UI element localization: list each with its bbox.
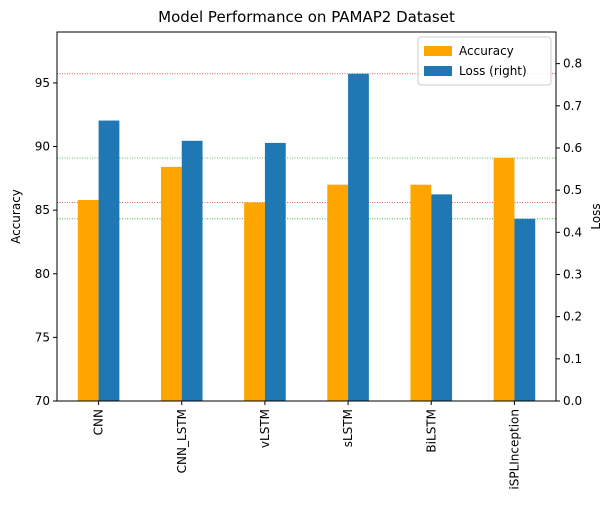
legend-swatch-accuracy — [424, 46, 452, 56]
x-tick-label-cnn: CNN — [92, 409, 106, 435]
legend-label-accuracy: Accuracy — [459, 44, 514, 58]
loss-bar-cnn-lstm — [181, 140, 203, 401]
legend-label-loss: Loss (right) — [459, 64, 527, 78]
right-y-axis-label: Loss — [589, 203, 603, 229]
right-y-axis: 0.0 0.1 0.2 0.3 0.4 0.5 0.6 0.7 0.8 — [556, 57, 582, 408]
left-y-axis: 70 75 80 85 90 95 — [35, 76, 57, 408]
legend-swatch-loss — [424, 66, 452, 76]
x-tick-label-slstm: sLSTM — [341, 409, 355, 447]
loss-bar-vlstm — [264, 142, 286, 401]
right-tick-label-0.2: 0.2 — [563, 310, 582, 324]
x-axis: CNN CNN_LSTM vLSTM sLSTM BiLSTM iSPLInception — [92, 401, 521, 490]
right-tick-label-0.8: 0.8 — [563, 57, 582, 71]
right-tick-label-0.0: 0.0 — [563, 394, 582, 408]
accuracy-bar-bilstm — [410, 184, 432, 401]
right-tick-label-0.4: 0.4 — [563, 225, 582, 239]
left-y-axis-label: Accuracy — [9, 189, 23, 244]
bars — [77, 73, 536, 401]
accuracy-bar-isplinception — [493, 157, 515, 401]
accuracy-bar-cnn-lstm — [160, 166, 182, 401]
loss-bar-cnn — [98, 120, 120, 401]
x-tick-label-bilstm: BiLSTM — [424, 409, 438, 453]
accuracy-bar-vlstm — [244, 202, 265, 401]
right-tick-label-0.3: 0.3 — [563, 267, 582, 281]
accuracy-bar-cnn — [77, 199, 99, 401]
right-tick-label-0.5: 0.5 — [563, 183, 582, 197]
legend: Accuracy Loss (right) — [417, 36, 552, 86]
right-tick-label-0.7: 0.7 — [563, 99, 582, 113]
left-tick-label-90: 90 — [35, 140, 50, 154]
left-tick-label-70: 70 — [35, 394, 50, 408]
right-tick-label-0.6: 0.6 — [563, 141, 582, 155]
loss-bar-bilstm — [431, 194, 453, 401]
left-tick-label-80: 80 — [35, 267, 50, 281]
x-tick-label-vlstm: vLSTM — [258, 409, 272, 448]
left-tick-label-75: 75 — [35, 330, 50, 344]
x-tick-label-isplinception: iSPLInception — [507, 409, 521, 490]
plot-frame — [56, 31, 557, 402]
chart-title: Model Performance on PAMAP2 Dataset — [158, 8, 455, 26]
left-tick-label-95: 95 — [35, 76, 50, 90]
x-tick-label-cnn-lstm: CNN_LSTM — [175, 409, 189, 473]
reference-lines — [57, 73, 556, 220]
right-tick-label-0.1: 0.1 — [563, 352, 582, 366]
accuracy-bar-slstm — [327, 184, 349, 401]
loss-bar-isplinception — [514, 218, 536, 401]
loss-bar-slstm — [348, 73, 369, 401]
left-tick-label-85: 85 — [35, 203, 50, 217]
